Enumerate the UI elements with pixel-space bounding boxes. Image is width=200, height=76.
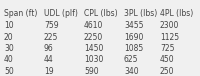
- Text: 625: 625: [124, 55, 138, 64]
- Text: Span (ft): Span (ft): [4, 9, 37, 18]
- Text: 44: 44: [44, 55, 54, 64]
- Text: 3PL (lbs): 3PL (lbs): [124, 9, 157, 18]
- Text: UDL (plf): UDL (plf): [44, 9, 78, 18]
- Text: 1085: 1085: [124, 44, 143, 53]
- Text: 1450: 1450: [84, 44, 103, 53]
- Text: 4PL (lbs): 4PL (lbs): [160, 9, 193, 18]
- Text: 1125: 1125: [160, 33, 179, 42]
- Text: 96: 96: [44, 44, 54, 53]
- Text: 50: 50: [4, 67, 14, 76]
- Text: 4610: 4610: [84, 21, 103, 30]
- Text: 340: 340: [124, 67, 139, 76]
- Text: 2300: 2300: [160, 21, 179, 30]
- Text: 19: 19: [44, 67, 54, 76]
- Text: 725: 725: [160, 44, 174, 53]
- Text: 30: 30: [4, 44, 14, 53]
- Text: 225: 225: [44, 33, 58, 42]
- Text: 250: 250: [160, 67, 174, 76]
- Text: 20: 20: [4, 33, 14, 42]
- Text: 2250: 2250: [84, 33, 103, 42]
- Text: 1030: 1030: [84, 55, 103, 64]
- Text: 450: 450: [160, 55, 175, 64]
- Text: CPL (lbs): CPL (lbs): [84, 9, 118, 18]
- Text: 759: 759: [44, 21, 59, 30]
- Text: 1690: 1690: [124, 33, 143, 42]
- Text: 3455: 3455: [124, 21, 144, 30]
- Text: 590: 590: [84, 67, 99, 76]
- Text: 40: 40: [4, 55, 14, 64]
- Text: 10: 10: [4, 21, 14, 30]
